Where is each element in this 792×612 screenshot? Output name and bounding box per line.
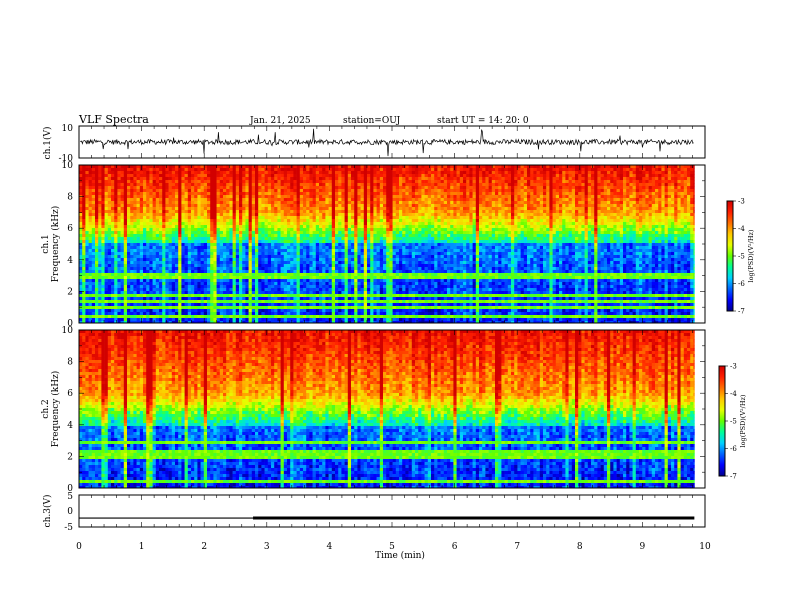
ch3-x-ticks [79,495,705,527]
colorbar-tick-label: -7 [738,308,745,316]
date-label: Jan. 21, 2025 [249,116,311,126]
ch1-colorbar: -3 -4 -5 -6 -7 log(PSD)(V²/Hz) [727,198,755,316]
y-tick-label: 6 [67,224,73,234]
colorbar-tick-label: -6 [730,445,737,453]
start-ut-label: start UT = 14: 20: 0 [437,116,529,126]
figure-title: VLF Spectra [78,113,149,126]
x-tick-label: 7 [514,542,520,552]
ch3-y-tick-mid: 0 [67,507,73,517]
ch2-spectrogram-cells [79,330,695,488]
ch1-trace [80,129,694,156]
y-tick-label: 4 [67,256,73,266]
colorbar-tick-label: -6 [738,280,745,288]
ch2-colorbar: -3 -4 -5 -6 -7 log(PSD)(V²/Hz) [719,363,747,481]
colorbar-tick-label: -5 [730,418,737,426]
colorbar-tick-label: -3 [730,363,737,371]
ch2-spec-y-label-channel: ch.2 [41,399,51,418]
colorbar-tick-label: -4 [738,225,745,233]
ch3-y-tick-top: 5 [67,492,73,502]
x-tick-label: 6 [452,542,458,552]
x-tick-label: 3 [264,542,270,552]
colorbar-tick-label: -4 [730,390,737,398]
x-tick-label: 1 [139,542,145,552]
y-tick-label: 6 [67,389,73,399]
y-tick-label: 8 [67,193,73,203]
y-tick-label: 4 [67,421,73,431]
colorbar-tick-label: -3 [738,198,745,206]
ch1-spec-y-label-frequency: Frequency (kHz) [50,206,61,283]
ch1-y-tick-top: 10 [62,124,74,134]
x-axis-label: Time (min) [375,550,425,561]
ch3-y-tick-bottom: -5 [64,523,73,533]
ch3-panel: 5 0 -5 ch.3(V) [42,492,705,533]
ch1-y-label: ch.1(V) [42,127,53,160]
ch1-spectrogram-cells [79,165,695,323]
x-tick-label: 4 [327,542,333,552]
x-tick-label: 9 [640,542,646,552]
ch1-colorbar-label: log(PSD)(V²/Hz) [747,229,755,282]
x-tick-label: 2 [201,542,207,552]
y-tick-label: 10 [62,326,74,336]
y-tick-label: 2 [67,452,73,462]
ch2-colorbar-ticks: -3 -4 -5 -6 -7 [725,363,737,481]
ch2-colorbar-label: log(PSD)(V²/Hz) [739,394,747,447]
y-tick-label: 2 [67,287,73,297]
x-tick-label: 10 [699,542,711,552]
x-tick-label: 8 [577,542,583,552]
ch1-colorbar-ticks: -3 -4 -5 -6 -7 [733,198,745,316]
y-tick-label: 10 [62,161,74,171]
colorbar-tick-label: -5 [738,253,745,261]
station-label: station=OUJ [343,116,401,126]
ch2-spec-y-label-frequency: Frequency (kHz) [50,371,61,448]
colorbar-tick-label: -7 [730,473,737,481]
x-tick-label: 0 [76,542,82,552]
ch3-y-label: ch.3(V) [42,495,53,528]
ch1-waveform-panel: 10 -10 ch.1(V) [42,124,705,164]
ch1-spec-y-label-channel: ch.1 [41,234,51,253]
y-tick-label: 8 [67,358,73,368]
